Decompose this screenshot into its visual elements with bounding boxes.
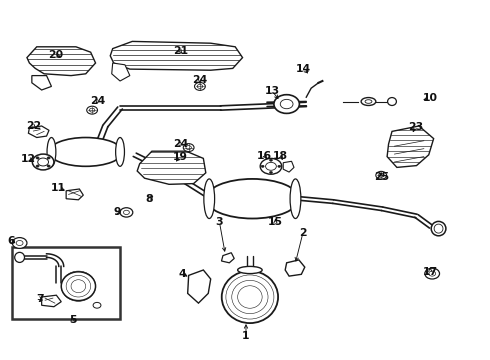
Text: 17: 17: [423, 267, 438, 277]
Text: 14: 14: [296, 64, 311, 74]
Ellipse shape: [47, 138, 56, 166]
Polygon shape: [285, 260, 305, 276]
Ellipse shape: [206, 179, 299, 219]
Text: 24: 24: [172, 139, 188, 149]
Circle shape: [425, 268, 440, 279]
Circle shape: [36, 165, 39, 167]
Ellipse shape: [290, 179, 301, 219]
Circle shape: [120, 208, 133, 217]
Text: 13: 13: [265, 86, 279, 96]
Text: 21: 21: [173, 46, 188, 56]
Polygon shape: [42, 295, 61, 307]
Polygon shape: [112, 63, 130, 81]
Circle shape: [376, 171, 387, 179]
Text: 10: 10: [423, 93, 438, 103]
Circle shape: [123, 210, 129, 215]
Text: 8: 8: [146, 194, 153, 204]
Ellipse shape: [388, 98, 396, 105]
Ellipse shape: [361, 98, 376, 105]
Text: 24: 24: [192, 75, 208, 85]
Text: 12: 12: [21, 154, 36, 164]
Circle shape: [270, 159, 272, 161]
Circle shape: [32, 154, 54, 170]
Text: 19: 19: [173, 152, 188, 162]
Polygon shape: [110, 41, 243, 70]
Circle shape: [270, 171, 272, 174]
Text: 15: 15: [268, 217, 283, 228]
Polygon shape: [28, 126, 49, 138]
Circle shape: [266, 162, 276, 170]
Text: 11: 11: [51, 183, 66, 193]
Circle shape: [89, 108, 95, 112]
Ellipse shape: [116, 138, 124, 166]
Ellipse shape: [434, 224, 443, 233]
Circle shape: [280, 99, 293, 109]
Text: 9: 9: [114, 207, 122, 217]
Polygon shape: [283, 161, 294, 172]
Bar: [12, 247, 120, 319]
Text: 25: 25: [374, 172, 389, 182]
Ellipse shape: [15, 252, 24, 262]
Text: 3: 3: [216, 217, 223, 228]
Circle shape: [186, 146, 191, 150]
Circle shape: [261, 165, 264, 167]
Text: 5: 5: [69, 315, 76, 325]
Circle shape: [93, 302, 101, 308]
Polygon shape: [137, 151, 206, 184]
Polygon shape: [27, 47, 96, 76]
Text: 1: 1: [242, 330, 250, 341]
Circle shape: [379, 174, 384, 177]
Polygon shape: [66, 189, 83, 200]
Circle shape: [278, 165, 281, 167]
Circle shape: [16, 240, 23, 246]
Polygon shape: [387, 126, 434, 167]
Polygon shape: [188, 270, 211, 303]
Circle shape: [274, 95, 299, 113]
Text: 22: 22: [25, 121, 41, 131]
Text: 20: 20: [48, 50, 63, 60]
Circle shape: [36, 157, 39, 159]
Ellipse shape: [365, 100, 372, 103]
Ellipse shape: [61, 272, 96, 301]
Circle shape: [47, 157, 50, 159]
Text: 18: 18: [273, 150, 288, 161]
Ellipse shape: [49, 138, 122, 166]
Circle shape: [429, 271, 436, 276]
Circle shape: [87, 106, 98, 114]
Ellipse shape: [431, 221, 446, 236]
Text: 6: 6: [7, 236, 15, 246]
Ellipse shape: [204, 179, 215, 219]
Text: 23: 23: [408, 122, 423, 132]
Text: 24: 24: [90, 96, 106, 106]
Circle shape: [195, 82, 205, 90]
Circle shape: [260, 158, 282, 174]
Ellipse shape: [221, 271, 278, 323]
Circle shape: [183, 144, 194, 152]
Circle shape: [38, 158, 49, 166]
Ellipse shape: [238, 266, 262, 274]
Polygon shape: [221, 253, 234, 263]
Circle shape: [47, 165, 50, 167]
Circle shape: [197, 84, 203, 88]
Text: 2: 2: [299, 228, 307, 238]
Polygon shape: [32, 76, 51, 90]
Text: 7: 7: [36, 294, 44, 304]
Text: 4: 4: [178, 269, 186, 279]
Circle shape: [12, 238, 27, 248]
Text: 16: 16: [257, 150, 272, 161]
